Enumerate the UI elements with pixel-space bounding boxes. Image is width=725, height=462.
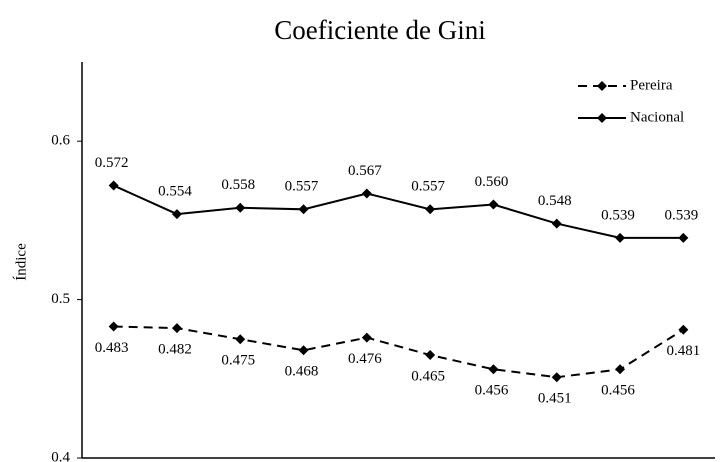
data-label: 0.558 xyxy=(221,177,255,193)
marker xyxy=(615,364,626,375)
marker xyxy=(551,218,562,229)
chart-title: Coeficiente de Gini xyxy=(274,15,485,45)
data-label: 0.451 xyxy=(538,391,572,407)
data-label: 0.557 xyxy=(285,179,319,195)
data-label: 0.468 xyxy=(285,364,319,380)
marker xyxy=(235,202,246,213)
y-tick-label: 0.5 xyxy=(51,291,70,307)
data-label: 0.560 xyxy=(475,174,509,190)
data-label: 0.548 xyxy=(538,193,572,209)
legend-label: Nacional xyxy=(630,109,684,125)
marker xyxy=(551,372,562,383)
legend-marker xyxy=(597,81,607,91)
marker xyxy=(298,204,309,215)
marker xyxy=(298,345,309,356)
y-tick-label: 0.4 xyxy=(51,449,70,462)
marker xyxy=(488,364,499,375)
data-label: 0.554 xyxy=(158,184,192,200)
data-label: 0.572 xyxy=(95,155,129,171)
line xyxy=(113,325,684,379)
legend-label: Pereira xyxy=(630,77,673,93)
data-label: 0.465 xyxy=(411,368,445,384)
marker xyxy=(361,188,372,199)
data-label: 0.483 xyxy=(95,340,129,356)
data-label: 0.557 xyxy=(411,179,445,195)
data-label: 0.475 xyxy=(221,353,255,369)
marker xyxy=(108,321,119,332)
marker xyxy=(678,324,689,335)
marker xyxy=(171,209,182,220)
marker xyxy=(615,232,626,243)
data-label: 0.456 xyxy=(601,383,635,399)
data-label: 0.567 xyxy=(348,163,382,179)
data-label: 0.456 xyxy=(475,383,509,399)
y-tick-label: 0.6 xyxy=(51,133,70,149)
data-label: 0.476 xyxy=(348,351,382,367)
y-axis-label: Índice xyxy=(12,243,29,281)
marker xyxy=(361,332,372,343)
marker xyxy=(235,334,246,345)
marker xyxy=(171,323,182,334)
marker xyxy=(108,180,119,191)
marker xyxy=(488,199,499,210)
legend-marker xyxy=(597,113,607,123)
data-label: 0.539 xyxy=(601,207,635,223)
line xyxy=(113,184,684,239)
data-label: 0.539 xyxy=(664,207,698,223)
data-label: 0.481 xyxy=(666,343,700,359)
marker xyxy=(425,204,436,215)
marker xyxy=(425,350,436,361)
marker xyxy=(678,232,689,243)
data-label: 0.482 xyxy=(158,342,192,358)
